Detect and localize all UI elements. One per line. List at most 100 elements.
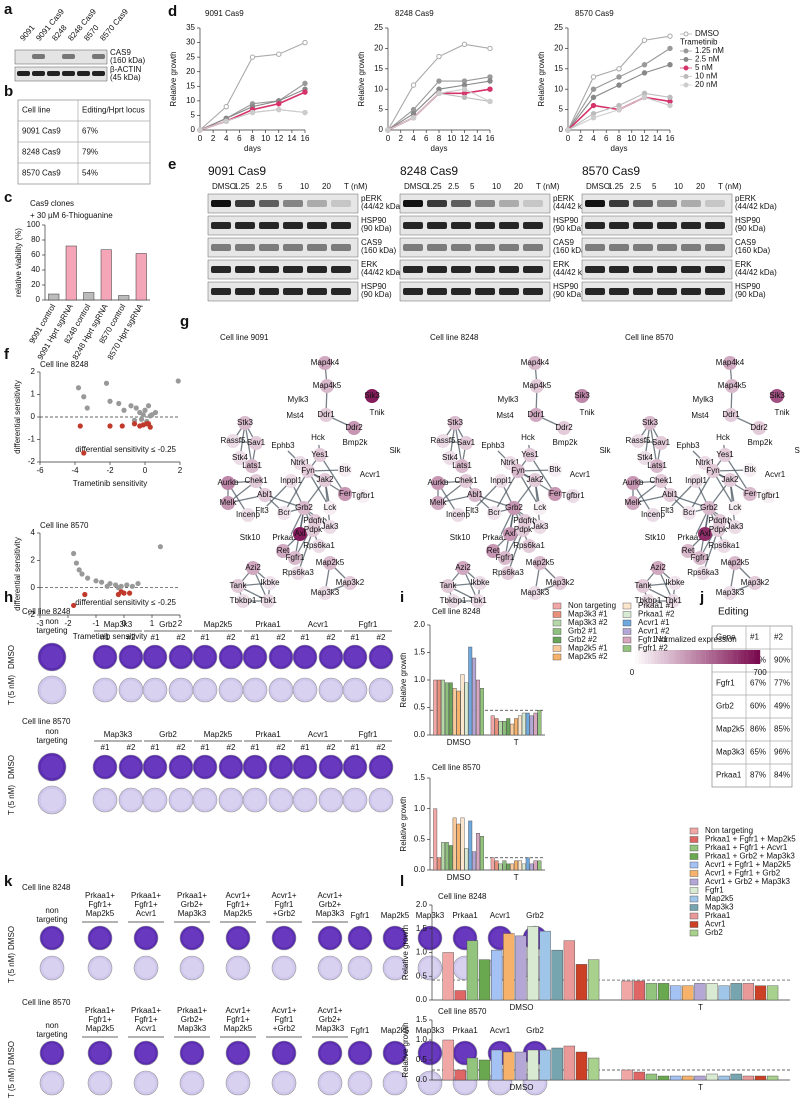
color-scale [702,650,706,664]
plate-rim [221,647,241,667]
y-tick-label: 10 [554,84,563,93]
node-label: Stk3 [642,418,659,427]
combo-label: Prkaa1+ [85,1006,115,1015]
node-label: Map2k5 [526,558,555,567]
node [553,576,567,590]
bar [478,1059,491,1081]
x-tick-label: -3 [36,619,44,628]
node-label: Incenp [641,510,666,519]
point [127,590,133,596]
node [668,576,682,590]
band [17,71,30,76]
node-label: Azi2 [455,563,471,572]
band-label: CAS9 [735,238,756,247]
table-cell: 9091 Cas9 [22,127,61,136]
point [157,544,163,550]
x-tick-label: DMSO [510,1003,534,1012]
bar [587,959,600,1001]
combo-label: Fgfr1+ [88,1015,112,1024]
node [666,594,680,608]
lane-label: 2.5 [630,182,642,191]
node [631,434,645,448]
plate-rim [385,1043,405,1063]
scale-tick-label: 700 [753,668,767,677]
bar [442,952,454,1001]
x-tick-label: 12 [460,134,469,143]
y-tick-label: -2 [28,457,36,466]
bar [468,820,473,871]
node-label: Sik3 [364,391,380,400]
band [283,266,303,273]
node [775,406,789,420]
lane-label: DMSO [586,182,610,191]
y-tick-label: 5 [191,111,196,120]
plate-rim [228,958,248,978]
node [370,406,384,420]
point [667,102,673,109]
node [580,406,594,420]
point [93,578,99,584]
panel-letter: e [168,156,176,173]
node-label: Ikbke [260,578,280,587]
x-tick-label: -1 [92,619,100,628]
band-label: (44/42 kDa) [361,268,403,277]
edge [529,454,556,495]
point [135,580,141,587]
node [723,356,737,370]
band [427,200,447,207]
point [84,405,90,411]
color-scale [744,650,748,664]
node-label: Prkaa1 [677,533,703,542]
point [175,378,181,384]
band [475,200,495,207]
lane-label: T (nM) [344,182,368,191]
combo-label: Acvr1+ [225,891,250,900]
band-label: (44/42 kDa) [553,202,595,211]
color-scale [667,650,671,664]
bar [670,985,682,1001]
plate-rim [145,757,165,777]
plate-rim [42,1043,62,1063]
node [706,464,720,478]
node [431,476,445,490]
single-label: Prkaa1 [452,1026,478,1035]
color-scale [715,650,719,664]
bar [575,1051,588,1081]
plate-rim [271,757,291,777]
plate-rim [90,1073,110,1093]
band [427,288,447,295]
node [768,468,782,482]
color-scale [724,650,729,664]
band [307,222,327,229]
blot-title: 9091 Cas9 [208,164,266,178]
band [609,266,629,273]
node [301,464,315,478]
legend-label: Prkaa1 #2 [638,610,675,619]
bar [433,808,438,871]
node-label: Tank [440,581,458,590]
legend-swatch [689,827,699,835]
plate-rim [182,1043,202,1063]
node-label: Abl1 [662,490,679,499]
color-scale [750,650,754,664]
node [236,594,250,608]
legend-title: Trametinib [680,38,718,47]
band [403,200,423,207]
bar [706,1073,718,1081]
legend-label: Acvr1 + Fgfr1 + Grb2 [705,869,781,878]
plate-rim [345,757,365,777]
table-cell: 67% [750,679,766,688]
node-label: Bcr [683,508,695,517]
bar [575,964,588,1001]
band-label: CAS9 [553,238,574,247]
node [243,531,257,545]
combo-label: Map3k3 [178,909,207,918]
y-tick-label: 5 [559,105,564,114]
node [693,409,707,423]
band [705,244,725,251]
point [302,80,308,87]
legend-swatch [689,929,699,937]
y-tick-label: 0.5 [416,1055,428,1064]
band-label: (45 kDa) [110,73,141,82]
band [633,266,653,273]
